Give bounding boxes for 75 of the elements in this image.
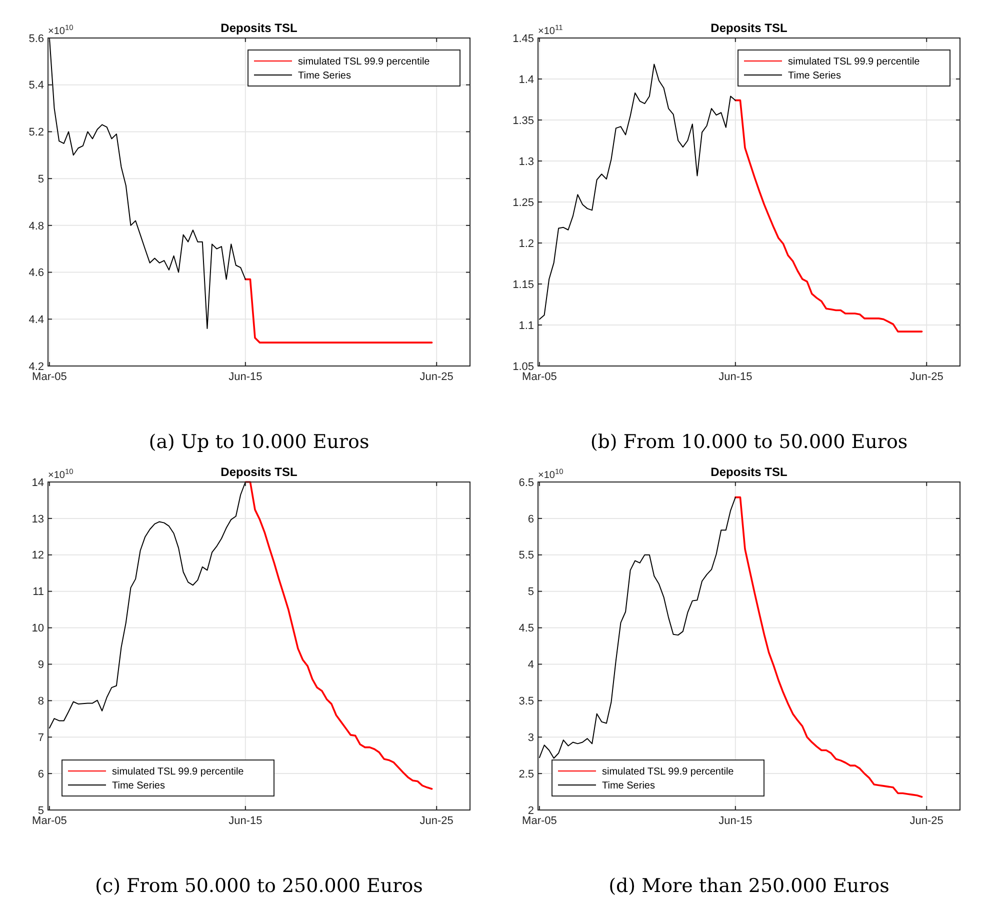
legend-label: Time Series — [788, 70, 841, 82]
legend-label: simulated TSL 99.9 percentile — [298, 56, 430, 68]
legend-label: Time Series — [602, 780, 655, 792]
x-tick-label: Jun-25 — [420, 815, 454, 827]
y-tick-label: 4.6 — [28, 267, 44, 280]
y-tick-label: 2.5 — [518, 768, 534, 780]
y-tick-label: 1.1 — [518, 320, 534, 332]
y-tick-label: 13 — [32, 513, 44, 526]
y-tick-label: 7 — [38, 732, 44, 744]
text: (a) Up to 10.000 Euros — [148, 431, 370, 453]
legend-label: simulated TSL 99.9 percentile — [788, 56, 920, 68]
y-tick-label: 14 — [32, 476, 44, 489]
text: (c) From 50.000 to 250.000 Euros — [95, 875, 423, 897]
x-tick-label: Mar-05 — [522, 371, 557, 383]
y-tick-label: 12 — [32, 550, 44, 562]
y-tick-label: 1.35 — [512, 114, 534, 127]
legend-label: simulated TSL 99.9 percentile — [112, 766, 244, 778]
text: (d) More than 250.000 Euros — [608, 875, 890, 897]
text: ×10$^{10}$ — [48, 22, 74, 37]
x-tick-label: Mar-05 — [32, 371, 67, 383]
y-tick-label: 4.2 — [28, 360, 44, 373]
x-tick-label: Jun-15 — [718, 815, 752, 827]
text: (b) From 10.000 to 50.000 Euros — [590, 431, 908, 453]
x-tick-label: Jun-15 — [228, 371, 262, 383]
chart-title: Deposits TSL — [220, 465, 298, 479]
x-tick-label: Jun-15 — [718, 371, 752, 383]
chart-title: Deposits TSL — [710, 465, 788, 479]
x-tick-label: Jun-25 — [420, 371, 454, 383]
y-tick-label: 5 — [38, 173, 44, 186]
y-tick-label: 5 — [38, 804, 44, 817]
x-tick-label: Jun-25 — [910, 371, 944, 383]
y-tick-label: 3.5 — [518, 696, 534, 708]
x-tick-label: Mar-05 — [522, 815, 557, 827]
y-tick-label: 1.4 — [518, 74, 534, 86]
y-tick-label: 11 — [32, 586, 44, 598]
line-series — [734, 99, 923, 332]
text: ×10$^{11}$ — [538, 22, 563, 37]
y-tick-label: 5 — [528, 586, 534, 598]
line-series — [244, 481, 433, 790]
y-tick-label: 1.45 — [512, 32, 534, 45]
y-tick-label: 1.3 — [518, 156, 534, 168]
legend-label: Time Series — [112, 780, 165, 792]
line-series — [734, 496, 923, 798]
line-series — [538, 496, 736, 759]
y-tick-label: 1.05 — [512, 360, 534, 373]
y-tick-label: 6 — [528, 513, 534, 526]
y-tick-label: 8 — [38, 696, 44, 708]
text: ×10$^{10}$ — [538, 466, 564, 481]
y-tick-label: 5.5 — [518, 550, 534, 562]
y-tick-label: 6.5 — [518, 476, 534, 489]
legend-label: simulated TSL 99.9 percentile — [602, 766, 734, 778]
chart-title: Deposits TSL — [220, 21, 298, 35]
y-tick-label: 10 — [32, 622, 44, 635]
x-tick-label: Jun-25 — [910, 815, 944, 827]
line-series — [48, 482, 246, 728]
x-tick-label: Mar-05 — [32, 815, 67, 827]
y-tick-label: 4 — [528, 659, 534, 672]
chart-title: Deposits TSL — [710, 21, 788, 35]
y-tick-label: 2 — [528, 804, 534, 817]
y-tick-label: 5.2 — [28, 126, 44, 139]
y-tick-label: 1.2 — [518, 238, 534, 250]
y-tick-label: 6 — [38, 768, 44, 780]
x-tick-label: Jun-15 — [228, 815, 262, 827]
legend-label: Time Series — [298, 70, 351, 82]
y-tick-label: 4.8 — [28, 220, 44, 232]
y-tick-label: 1.15 — [512, 278, 534, 291]
text: ×10$^{10}$ — [48, 466, 74, 481]
y-tick-label: 3 — [528, 732, 534, 744]
y-tick-label: 9 — [38, 659, 44, 672]
y-tick-label: 5.4 — [28, 80, 44, 92]
y-tick-label: 4.4 — [28, 314, 44, 326]
y-tick-label: 5.6 — [28, 32, 44, 45]
line-series — [538, 64, 736, 320]
y-tick-label: 1.25 — [512, 196, 534, 209]
y-tick-label: 4.5 — [518, 622, 534, 635]
